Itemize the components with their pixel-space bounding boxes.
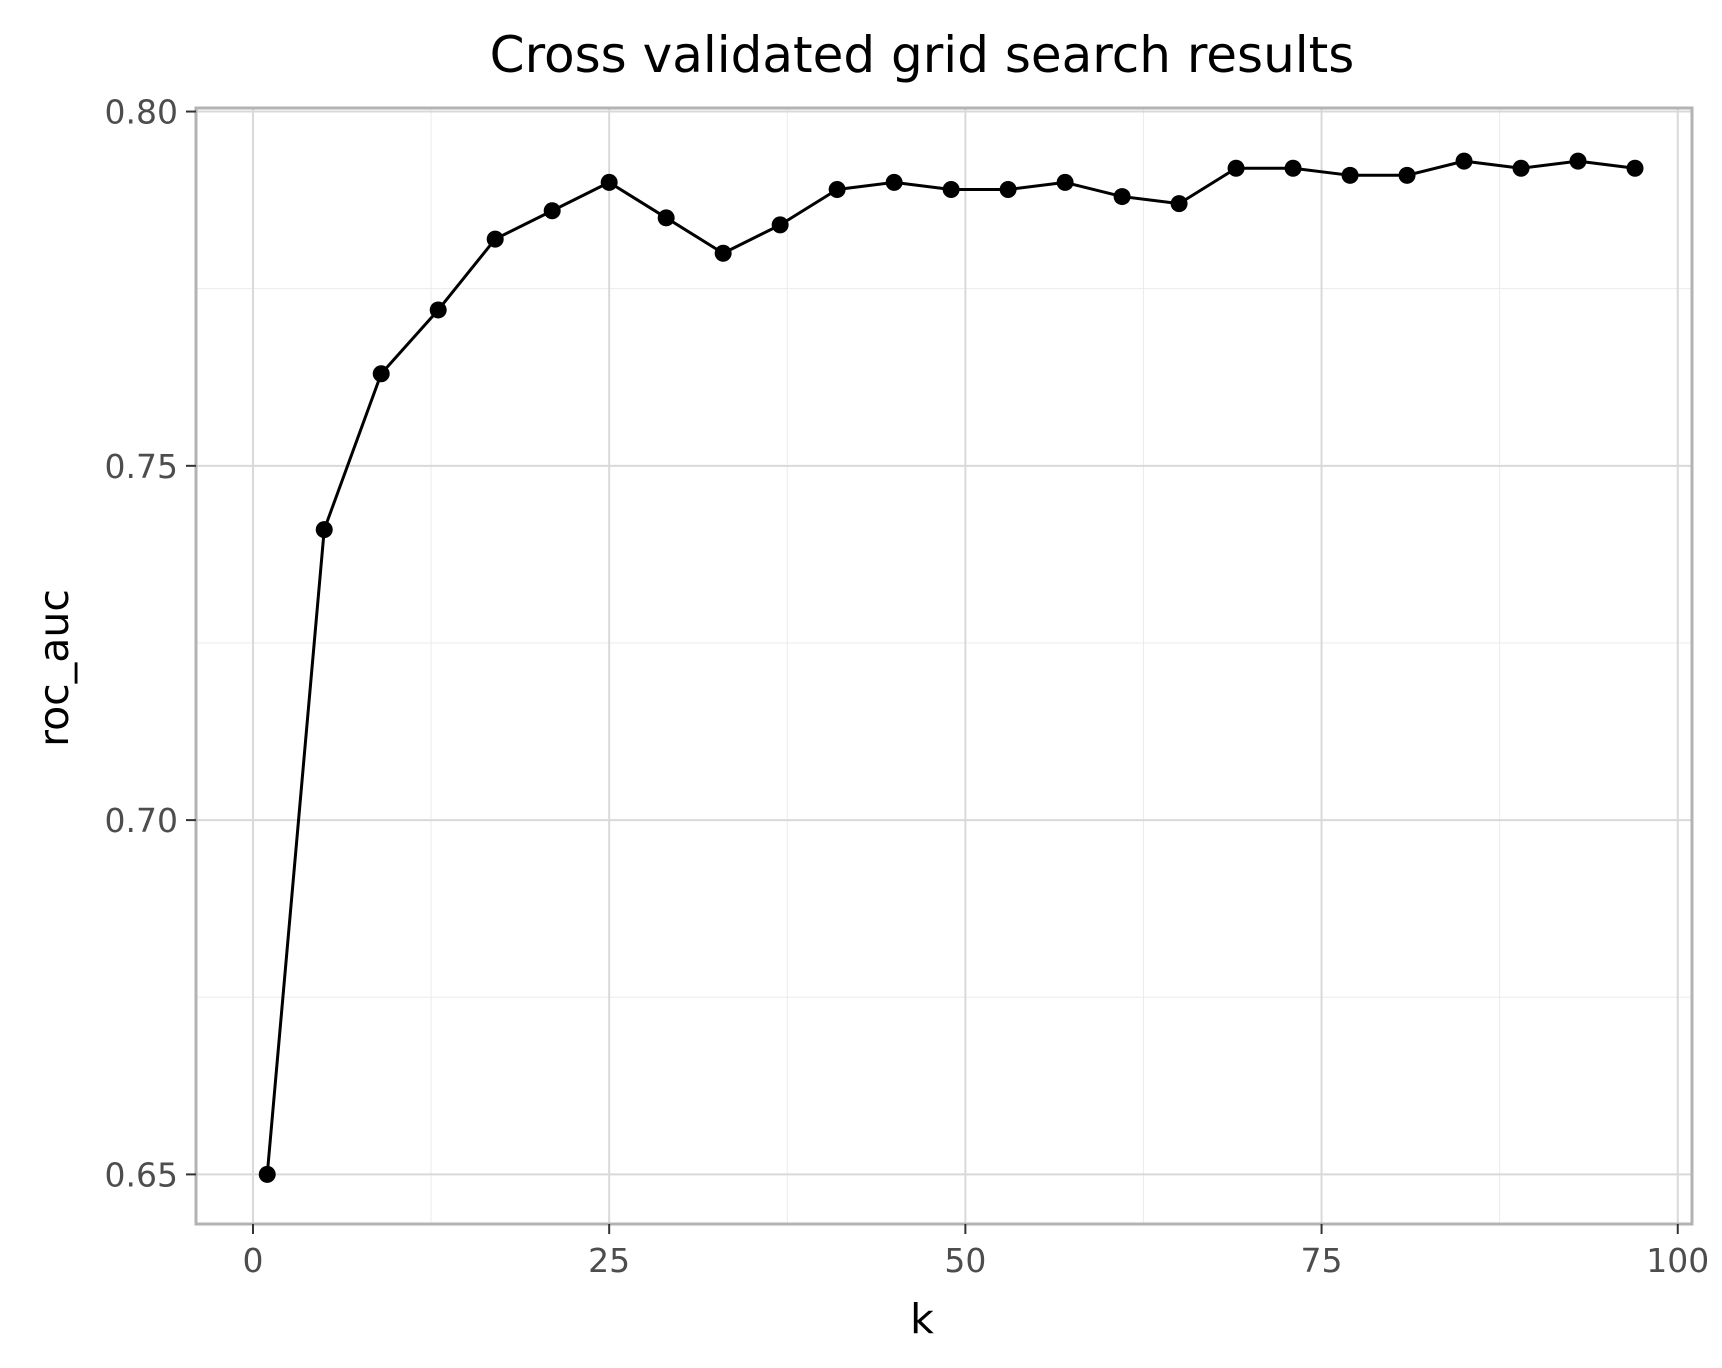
- x-tick-label: 75: [1301, 1241, 1343, 1280]
- panel-border: [194, 106, 1694, 1226]
- y-tick-label: 0.65: [105, 1155, 178, 1194]
- x-axis-label: k: [910, 1295, 934, 1343]
- data-point: [486, 230, 504, 248]
- data-point: [258, 1165, 276, 1183]
- data-point: [714, 244, 732, 262]
- data-point: [600, 173, 618, 191]
- major-gridlines: [196, 108, 1692, 1224]
- x-tick-label: 0: [242, 1241, 263, 1280]
- data-point: [1398, 166, 1416, 184]
- x-tick-label: 100: [1646, 1241, 1709, 1280]
- chart-title: Cross validated grid search results: [490, 26, 1355, 84]
- y-tick-label: 0.70: [105, 801, 178, 840]
- data-point: [1284, 159, 1302, 177]
- data-point: [1569, 152, 1587, 170]
- data-point: [1341, 166, 1359, 184]
- data-point: [771, 216, 789, 234]
- x-tick-label: 50: [944, 1241, 986, 1280]
- data-point: [543, 202, 561, 220]
- data-point: [1113, 188, 1131, 206]
- y-tick-label: 0.80: [105, 93, 178, 132]
- data-point: [372, 365, 390, 383]
- data-point: [942, 180, 960, 198]
- minor-gridlines: [196, 108, 1692, 1224]
- data-point: [1227, 159, 1245, 177]
- data-point: [1512, 159, 1530, 177]
- data-point: [1626, 159, 1644, 177]
- data-point: [1056, 173, 1074, 191]
- x-tick-label: 25: [588, 1241, 630, 1280]
- data-point: [1170, 195, 1188, 213]
- data-point: [828, 180, 846, 198]
- data-point: [1455, 152, 1473, 170]
- axis-ticks: 0 25 50 75 100 0.65 0.70 0.75 0.80: [105, 93, 1710, 1280]
- y-tick-label: 0.75: [105, 447, 178, 486]
- data-point: [315, 521, 333, 539]
- data-point: [429, 301, 447, 319]
- series-layer: [258, 152, 1644, 1183]
- data-point: [885, 173, 903, 191]
- data-point: [999, 180, 1017, 198]
- data-point: [657, 209, 675, 227]
- y-axis-label: roc_auc: [30, 589, 78, 747]
